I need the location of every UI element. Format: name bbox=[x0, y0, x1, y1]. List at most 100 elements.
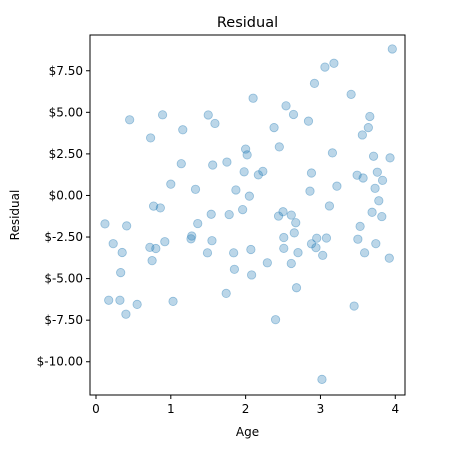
data-point bbox=[231, 185, 241, 195]
data-point bbox=[178, 125, 188, 135]
data-point bbox=[253, 170, 263, 180]
data-point bbox=[247, 270, 257, 280]
data-point bbox=[121, 309, 131, 319]
data-point bbox=[269, 123, 279, 133]
data-point bbox=[157, 110, 168, 120]
data-point bbox=[274, 142, 284, 152]
data-point bbox=[327, 148, 338, 158]
data-point bbox=[309, 78, 320, 88]
y-tick-label: $-10.00 bbox=[37, 355, 83, 369]
data-point bbox=[387, 44, 397, 54]
y-tick-label: $-2.50 bbox=[44, 230, 83, 244]
data-point bbox=[317, 374, 327, 384]
data-point bbox=[132, 299, 142, 309]
data-point bbox=[248, 93, 258, 103]
data-point bbox=[262, 258, 272, 268]
data-point bbox=[210, 118, 220, 129]
data-point bbox=[116, 268, 126, 278]
data-point bbox=[187, 231, 197, 241]
data-point bbox=[203, 110, 213, 120]
data-point bbox=[289, 228, 299, 238]
data-point bbox=[190, 184, 201, 194]
data-point bbox=[385, 153, 395, 163]
data-point bbox=[229, 264, 240, 274]
data-point bbox=[286, 210, 296, 220]
data-point bbox=[281, 101, 291, 111]
data-point bbox=[352, 170, 362, 180]
data-point bbox=[147, 256, 157, 266]
data-point bbox=[193, 218, 203, 229]
data-point bbox=[151, 243, 161, 254]
data-point bbox=[244, 191, 254, 201]
data-point bbox=[122, 221, 132, 231]
y-tick-label: $-7.50 bbox=[44, 313, 83, 327]
x-axis-label: Age bbox=[236, 425, 259, 439]
data-point bbox=[155, 203, 165, 213]
x-tick-label: 0 bbox=[92, 402, 100, 416]
data-point bbox=[222, 157, 232, 167]
data-point bbox=[377, 175, 388, 185]
data-point bbox=[312, 233, 322, 243]
data-point bbox=[372, 167, 382, 177]
data-point bbox=[346, 89, 356, 99]
y-tick-label: $5.00 bbox=[49, 105, 83, 119]
y-axis: $-10.00 $-7.50 $-5.00 $-2.50 $0.00 $2.50 $5.00… bbox=[37, 64, 90, 369]
y-tick-label: $7.50 bbox=[49, 64, 83, 78]
data-point bbox=[242, 150, 252, 160]
data-point bbox=[117, 247, 127, 258]
data-point bbox=[160, 237, 170, 247]
data-point bbox=[115, 295, 125, 305]
data-point bbox=[238, 205, 248, 215]
data-point bbox=[291, 218, 301, 228]
chart-title: Residual bbox=[217, 15, 278, 31]
data-point bbox=[221, 288, 231, 298]
data-point bbox=[349, 301, 359, 311]
data-point bbox=[367, 207, 377, 217]
data-point bbox=[206, 209, 216, 219]
data-point bbox=[374, 196, 384, 206]
data-point bbox=[370, 183, 380, 193]
data-point bbox=[241, 144, 251, 154]
data-point bbox=[306, 239, 317, 249]
data-point bbox=[286, 258, 296, 269]
data-point bbox=[355, 221, 365, 231]
x-tick-label: 1 bbox=[167, 402, 175, 416]
data-point bbox=[332, 181, 342, 191]
data-point bbox=[278, 207, 288, 217]
y-tick-label: $-5.00 bbox=[44, 272, 83, 286]
data-point bbox=[168, 296, 178, 306]
data-point bbox=[377, 211, 387, 222]
data-point bbox=[246, 244, 256, 255]
data-point bbox=[145, 242, 155, 252]
data-point bbox=[270, 315, 281, 325]
data-point bbox=[293, 248, 303, 258]
data-point bbox=[384, 253, 394, 263]
data-point bbox=[146, 133, 156, 143]
data-point bbox=[202, 248, 213, 258]
data-point bbox=[258, 166, 268, 176]
data-point bbox=[279, 243, 289, 253]
data-point bbox=[305, 186, 315, 196]
data-point bbox=[273, 211, 284, 221]
x-tick-label: 4 bbox=[391, 402, 399, 416]
data-point bbox=[125, 115, 135, 125]
data-point bbox=[311, 243, 321, 253]
data-point bbox=[176, 159, 186, 169]
data-point bbox=[371, 239, 381, 249]
x-axis: 0 1 2 3 4 bbox=[92, 395, 399, 416]
data-point bbox=[303, 116, 314, 126]
data-point bbox=[324, 201, 335, 211]
y-tick-label: $2.50 bbox=[49, 147, 83, 161]
data-point bbox=[321, 233, 332, 243]
data-point bbox=[279, 232, 289, 243]
data-point bbox=[166, 179, 176, 189]
data-point bbox=[359, 248, 370, 258]
plot-frame bbox=[89, 34, 406, 396]
data-point bbox=[186, 234, 196, 244]
data-point bbox=[291, 283, 302, 293]
data-point bbox=[358, 173, 368, 183]
data-point bbox=[363, 123, 373, 133]
data-point bbox=[229, 248, 239, 258]
